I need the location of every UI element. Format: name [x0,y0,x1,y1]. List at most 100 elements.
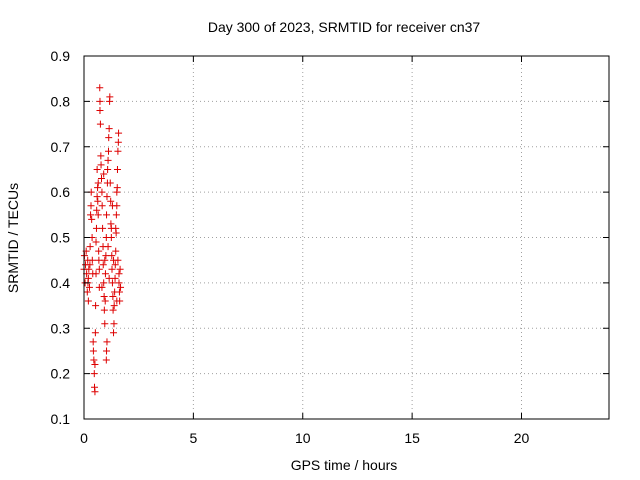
data-point [112,224,120,232]
data-point [115,279,123,287]
data-point [104,165,112,173]
data-point [103,338,111,346]
data-point [107,197,115,205]
data-point [116,265,124,273]
data-point [84,297,92,305]
y-axis-label: SRMTID / TECUs [5,183,21,293]
data-point [100,170,108,178]
y-tick-label: 0.3 [51,320,71,336]
data-point [97,152,105,160]
y-tick-label: 0.8 [51,93,71,109]
y-tick-label: 0.4 [51,275,71,291]
chart-title: Day 300 of 2023, SRMTID for receiver cn3… [208,19,481,35]
data-point [96,97,104,105]
data-point [110,329,118,337]
data-point [108,202,116,210]
data-point [113,165,121,173]
data-point [97,161,105,169]
data-point [115,129,123,137]
x-tick-label: 10 [295,430,311,446]
data-point [90,356,98,364]
data-point [106,93,114,101]
data-point [106,179,114,187]
x-tick-label: 5 [189,430,197,446]
data-point [98,283,106,291]
y-tick-label: 0.1 [51,411,71,427]
y-tick-label: 0.7 [51,139,71,155]
data-point [112,247,120,255]
data-point [105,274,113,282]
data-point [99,224,107,232]
data-point [113,297,121,305]
data-point [93,193,101,201]
data-point [88,215,96,223]
data-point [94,179,102,187]
data-point [107,234,115,241]
data-point [105,147,112,155]
data-point [114,138,122,146]
data-point [101,320,109,328]
data-point [91,388,99,396]
data-point [105,125,113,133]
data-point [100,279,108,287]
data-point [110,320,118,328]
y-axis-tick-labels: 0.1 0.2 0.3 0.4 0.5 0.6 0.7 0.8 0.9 [51,48,71,427]
data-point [103,347,111,355]
data-point [93,206,101,214]
data-point [109,306,117,314]
data-point [103,211,111,219]
data-point [101,270,109,278]
data-point [100,292,108,300]
data-point [115,270,123,278]
data-point [89,347,97,355]
y-tick-label: 0.6 [51,184,71,200]
data-point [115,288,123,296]
data-point [95,265,103,273]
data-point [104,156,112,164]
data-point [102,356,110,364]
data-point [92,270,100,278]
data-point [95,256,103,264]
data-point [89,338,97,346]
data-point [94,197,102,205]
data-point [98,188,106,196]
data-point [100,306,108,314]
data-point [114,147,122,155]
data-point [92,302,100,310]
data-point [87,211,95,219]
data-point [86,243,94,251]
y-tick-label: 0.2 [51,366,71,382]
data-point [94,211,102,219]
data-point [93,165,101,173]
data-point [102,252,110,260]
data-point [96,106,104,114]
axis-ticks [83,55,609,420]
data-point [105,134,113,142]
data-point [91,361,99,369]
data-point [112,211,120,219]
x-axis-label: GPS time / hours [291,457,398,473]
data-point [117,283,125,291]
data-point [92,224,100,232]
x-tick-label: 15 [404,430,420,446]
data-point [94,184,102,192]
data-point [110,302,118,310]
y-tick-label: 0.9 [51,48,71,64]
data-point [85,283,93,291]
plot-frame [83,55,610,420]
data-point [88,256,96,264]
data-point [108,252,116,260]
x-axis-tick-labels: 0 5 10 15 20 [80,430,529,446]
data-point [101,256,109,264]
data-point [111,274,119,282]
data-point [113,184,121,192]
data-point [85,265,93,273]
data-point [108,265,116,273]
data-point [92,238,100,246]
data-point [110,256,118,264]
data-point [109,292,117,300]
data-point [111,261,119,269]
data-point [90,370,98,378]
x-tick-label: 20 [514,430,530,446]
